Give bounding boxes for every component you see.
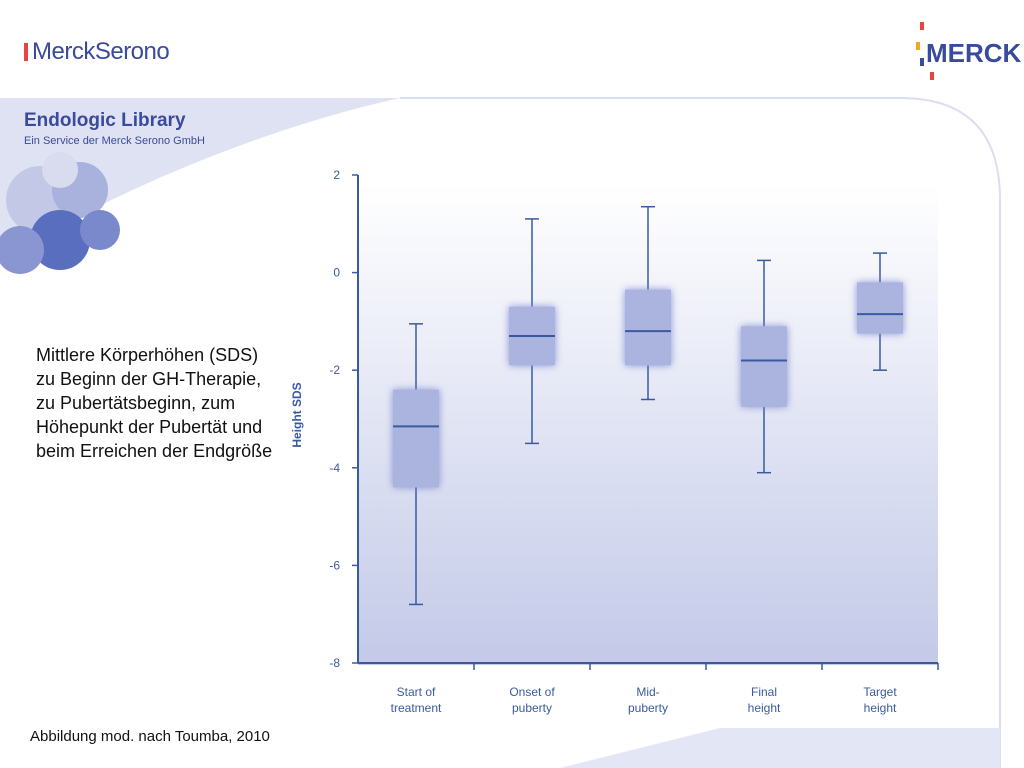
molecule-image <box>0 152 120 274</box>
y-tick-label: -6 <box>329 558 340 572</box>
y-tick-label: -4 <box>329 461 340 475</box>
x-category-label: height <box>864 701 897 715</box>
box <box>857 282 903 334</box>
y-axis-label: Height SDS <box>290 382 304 447</box>
x-category-label: puberty <box>512 701 552 715</box>
merck-serono-logo: MerckSerono <box>24 38 170 66</box>
y-tick-label: -2 <box>329 363 340 377</box>
x-category-label: puberty <box>628 701 668 715</box>
x-category-label: height <box>748 701 781 715</box>
chart-description: Mittlere Körperhöhen (SDS) zu Beginn der… <box>36 345 273 461</box>
library-title: Endologic Library <box>24 110 186 131</box>
x-category-label: Mid- <box>636 685 659 699</box>
bottom-band <box>560 728 1000 768</box>
x-category-label: Onset of <box>509 685 555 699</box>
brand-left-text: MerckSerono <box>32 38 170 65</box>
x-category-label: Start of <box>397 685 436 699</box>
logo-mark-icon <box>24 43 28 61</box>
figure-credit: Abbildung mod. nach Toumba, 2010 <box>30 728 270 745</box>
x-category-label: Final <box>751 685 777 699</box>
y-tick-label: 2 <box>333 168 340 182</box>
box <box>393 389 439 488</box>
chart: 2 0 -2 -4 -6 -8 Height SDS Start of treatment Ons… <box>290 168 939 715</box>
frame-line <box>400 97 1001 768</box>
merck-logo: MERCK <box>926 38 1022 68</box>
x-category-label: treatment <box>391 701 442 715</box>
box <box>741 326 787 407</box>
y-tick-label: -8 <box>329 656 340 670</box>
x-category-label: Target <box>863 685 897 699</box>
library-subtitle: Ein Service der Merck Serono GmbH <box>24 135 205 147</box>
header-band <box>0 98 400 260</box>
box <box>625 289 671 366</box>
y-tick-label: 0 <box>333 266 340 280</box>
